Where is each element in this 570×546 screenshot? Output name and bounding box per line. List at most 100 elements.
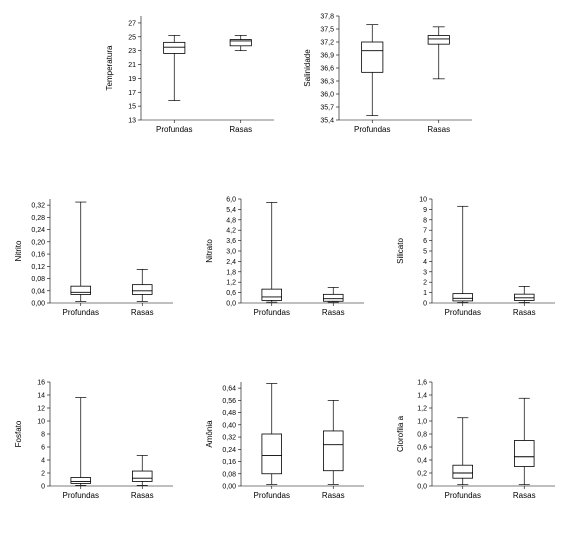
y-tick-label: 36,6 (320, 66, 334, 73)
box-silicato-0 (453, 294, 473, 301)
y-tick-label: 0,48 (222, 410, 236, 417)
y-tick-label: 0,16 (222, 459, 236, 466)
category-label: Rasas (322, 491, 345, 500)
y-tick-label: 19 (128, 76, 136, 83)
category-label: Profundas (63, 491, 99, 500)
y-tick-label: 1,2 (417, 406, 427, 413)
chart-svg: 0,000,040,080,120,160,200,240,280,32Nitr… (14, 195, 179, 325)
y-tick-label: 0,6 (226, 290, 236, 297)
box-fosfato-1 (132, 471, 152, 481)
y-tick-label: 0 (423, 301, 427, 308)
y-tick-label: 6 (41, 445, 45, 452)
y-tick-label: 0,64 (222, 386, 236, 393)
category-label: Rasas (131, 308, 154, 317)
y-tick-label: 2 (423, 280, 427, 287)
y-tick-label: 36,0 (320, 92, 334, 99)
y-tick-label: 0,0 (226, 301, 236, 308)
chart-amonia: 0,000,080,160,240,320,400,480,560,64Amôn… (205, 378, 370, 508)
chart-svg: 0,00,61,21,82,43,03,64,24,85,46,0Nitrato… (205, 195, 370, 325)
y-tick-label: 7 (423, 228, 427, 235)
chart-nitrato: 0,00,61,21,82,43,03,64,24,85,46,0Nitrato… (205, 195, 370, 325)
box-temperatura-1 (230, 40, 251, 46)
y-tick-label: 37,8 (320, 14, 334, 21)
category-label: Profundas (63, 308, 99, 317)
y-tick-label: 36,9 (320, 53, 334, 60)
category-label: Rasas (513, 491, 536, 500)
y-tick-label: 0,20 (31, 239, 45, 246)
category-label: Profundas (254, 308, 290, 317)
y-tick-label: 0,32 (31, 203, 45, 210)
chart-svg: 0246810121416FosfatoProfundasRasas (14, 378, 179, 508)
box-amonia-0 (262, 434, 282, 474)
y-tick-label: 0,28 (31, 215, 45, 222)
y-tick-label: 35,7 (320, 105, 334, 112)
category-label: Rasas (131, 491, 154, 500)
y-tick-label: 1,6 (417, 380, 427, 387)
box-nitrato-0 (262, 289, 282, 300)
chart-nitrito: 0,000,040,080,120,160,200,240,280,32Nitr… (14, 195, 179, 325)
y-tick-label: 6 (423, 238, 427, 245)
y-tick-label: 0 (41, 484, 45, 491)
category-label: Profundas (445, 308, 481, 317)
y-axis-label: Salinidade (303, 49, 312, 87)
y-tick-label: 0,24 (222, 447, 236, 454)
y-tick-label: 15 (128, 104, 136, 111)
category-label: Rasas (229, 125, 252, 134)
y-tick-label: 16 (37, 380, 45, 387)
y-tick-label: 21 (128, 62, 136, 69)
y-tick-label: 0,00 (31, 301, 45, 308)
y-axis-label: Nitrato (205, 239, 214, 263)
y-tick-label: 4 (41, 458, 45, 465)
chart-svg: 0,000,080,160,240,320,400,480,560,64Amôn… (205, 378, 370, 508)
y-tick-label: 4 (423, 259, 427, 266)
chart-temperatura: 1315171921232527TemperaturaProfundasRasa… (105, 12, 280, 142)
box-temperatura-0 (164, 42, 185, 53)
y-tick-label: 0,08 (31, 276, 45, 283)
y-tick-label: 37,2 (320, 40, 334, 47)
box-silicato-1 (514, 294, 534, 300)
y-axis-label: Silicato (396, 238, 405, 264)
y-tick-label: 4,8 (226, 217, 236, 224)
y-tick-label: 3 (423, 269, 427, 276)
y-axis-label: Clorofila a (396, 415, 405, 452)
chart-svg: 1315171921232527TemperaturaProfundasRasa… (105, 12, 280, 142)
chart-svg: 012345678910SilicatoProfundasRasas (396, 195, 561, 325)
y-tick-label: 0,08 (222, 471, 236, 478)
y-tick-label: 13 (128, 118, 136, 125)
y-tick-label: 37,5 (320, 27, 334, 34)
y-tick-label: 0,32 (222, 435, 236, 442)
y-tick-label: 5,4 (226, 207, 236, 214)
y-tick-label: 1,8 (226, 269, 236, 276)
box-nitrato-1 (323, 294, 343, 301)
box-fosfato-0 (71, 478, 91, 484)
y-tick-label: 1,2 (226, 280, 236, 287)
chart-fosfato: 0246810121416FosfatoProfundasRasas (14, 378, 179, 508)
y-tick-label: 2 (41, 471, 45, 478)
chart-svg: 0,00,20,40,60,81,01,21,41,6Clorofila aPr… (396, 378, 561, 508)
y-tick-label: 1,0 (417, 419, 427, 426)
y-tick-label: 0,12 (31, 264, 45, 271)
chart-clorofila: 0,00,20,40,60,81,01,21,41,6Clorofila aPr… (396, 378, 561, 508)
y-tick-label: 0,0 (417, 484, 427, 491)
y-tick-label: 0,2 (417, 471, 427, 478)
y-tick-label: 10 (419, 197, 427, 204)
box-salinidade-1 (428, 36, 449, 45)
y-tick-label: 4,2 (226, 228, 236, 235)
y-tick-label: 5 (423, 249, 427, 256)
box-salinidade-0 (362, 42, 383, 72)
box-nitrito-1 (132, 285, 152, 295)
y-tick-label: 0,56 (222, 398, 236, 405)
y-tick-label: 9 (423, 207, 427, 214)
y-tick-label: 17 (128, 90, 136, 97)
chart-silicato: 012345678910SilicatoProfundasRasas (396, 195, 561, 325)
chart-svg: 35,435,736,036,336,636,937,237,537,8Sali… (303, 12, 478, 142)
category-label: Rasas (322, 308, 345, 317)
boxplot-grid: 1315171921232527TemperaturaProfundasRasa… (0, 0, 570, 546)
y-axis-label: Fosfato (14, 420, 23, 447)
category-label: Rasas (427, 125, 450, 134)
y-tick-label: 14 (37, 393, 45, 400)
y-tick-label: 27 (128, 20, 136, 27)
y-tick-label: 2,4 (226, 259, 236, 266)
y-tick-label: 0,6 (417, 445, 427, 452)
category-label: Profundas (156, 125, 192, 134)
